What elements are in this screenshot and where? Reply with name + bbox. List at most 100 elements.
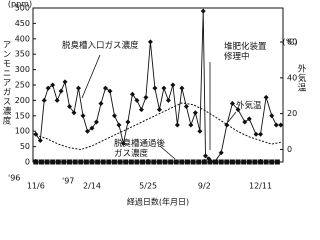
data-point (235, 159, 241, 165)
data-point (45, 85, 51, 91)
y-unit: (ppm) (8, 0, 32, 9)
data-point (102, 85, 108, 91)
data-point (120, 141, 126, 147)
data-point (100, 159, 106, 165)
data-point (33, 159, 39, 165)
data-point (138, 107, 144, 113)
data-point (197, 128, 203, 134)
data-point (61, 159, 67, 165)
data-point (156, 159, 162, 165)
data-point (263, 159, 269, 165)
data-point (38, 159, 44, 165)
series-label: 脱臭槽入口ガス濃度 (62, 41, 139, 51)
data-point (241, 159, 247, 165)
y-tick-label: 150 (15, 111, 30, 120)
y2-unit: (℃) (282, 38, 297, 47)
data-point (235, 107, 241, 113)
data-point (128, 159, 134, 165)
data-point (196, 159, 202, 165)
y-tick-label: 250 (15, 81, 30, 90)
data-point (269, 159, 275, 165)
y-tick-label: 400 (15, 34, 30, 43)
data-point (123, 159, 129, 165)
year-label: '96 (8, 174, 20, 183)
data-point (246, 116, 252, 122)
data-point (173, 159, 179, 165)
x-tick-label: 9/2 (198, 182, 211, 191)
data-point (213, 159, 219, 165)
x-axis-title: 経過日数(年月日) (127, 197, 189, 207)
data-point (165, 97, 171, 103)
data-point (218, 159, 224, 165)
y2-axis-title: 外気温 (296, 64, 306, 93)
data-point (129, 91, 135, 97)
data-point (278, 122, 284, 128)
data-point (106, 159, 112, 165)
y-tick-label: 100 (15, 127, 30, 136)
data-point (78, 159, 84, 165)
data-point (125, 119, 131, 125)
data-point (184, 159, 190, 165)
data-point (95, 159, 101, 165)
data-point (107, 88, 113, 94)
data-point (161, 85, 167, 91)
data-point (58, 88, 64, 94)
chart-svg: '96 '97 経過日数(年月日) (ppm) (℃) 050100150200… (8, 0, 298, 207)
data-point (89, 159, 95, 165)
data-point (111, 113, 117, 119)
data-point (145, 159, 151, 165)
data-point (44, 159, 50, 165)
series-line (35, 102, 281, 151)
data-point (218, 150, 224, 156)
data-point (72, 159, 78, 165)
data-point (143, 94, 149, 100)
y-tick-label: 500 (15, 4, 30, 13)
data-point (111, 159, 117, 165)
y-tick-label: 200 (15, 96, 30, 105)
data-point (41, 97, 47, 103)
data-point (71, 110, 77, 116)
data-point (273, 122, 279, 128)
data-point (188, 122, 194, 128)
data-point (67, 159, 73, 165)
data-point (170, 82, 176, 88)
x-tick-label: 5/25 (139, 182, 157, 191)
x-tick-label: 11/6 (27, 182, 45, 191)
data-point (162, 159, 168, 165)
data-point (258, 159, 264, 165)
data-point (134, 97, 140, 103)
data-point (54, 97, 60, 103)
data-point (55, 159, 61, 165)
y-tick-label: 450 (15, 19, 30, 28)
data-point (179, 85, 185, 91)
y-axis-title: アンモニアガス濃度 (1, 40, 11, 126)
data-point (258, 131, 264, 137)
data-point (242, 119, 248, 125)
y-tick-label: 50 (20, 142, 30, 151)
data-point (229, 100, 235, 106)
data-point (192, 110, 198, 116)
chart: '96 '97 経過日数(年月日) (ppm) (℃) 0 50 100 150 200… (1, 0, 306, 207)
callout-arrow (159, 145, 176, 160)
data-point (83, 159, 89, 165)
data-point (67, 104, 73, 110)
y-tick-label: 350 (15, 50, 30, 59)
data-point (246, 159, 252, 165)
data-point (116, 122, 122, 128)
data-point (207, 159, 213, 165)
series-label: 脱臭槽通過後ガス濃度 (114, 139, 166, 159)
data-point (134, 159, 140, 165)
data-point (200, 8, 206, 14)
y2-tick-label: 60 (287, 38, 297, 47)
data-point (201, 159, 207, 165)
data-point (50, 159, 56, 165)
data-point (89, 125, 95, 131)
data-point (263, 94, 269, 100)
series-label: 外気温 (236, 101, 262, 111)
data-point (140, 159, 146, 165)
data-point (252, 159, 258, 165)
data-point (274, 159, 280, 165)
data-point (117, 159, 123, 165)
x-tick-label: 12/11 (249, 182, 272, 191)
y-tick-label: 0 (25, 158, 30, 167)
